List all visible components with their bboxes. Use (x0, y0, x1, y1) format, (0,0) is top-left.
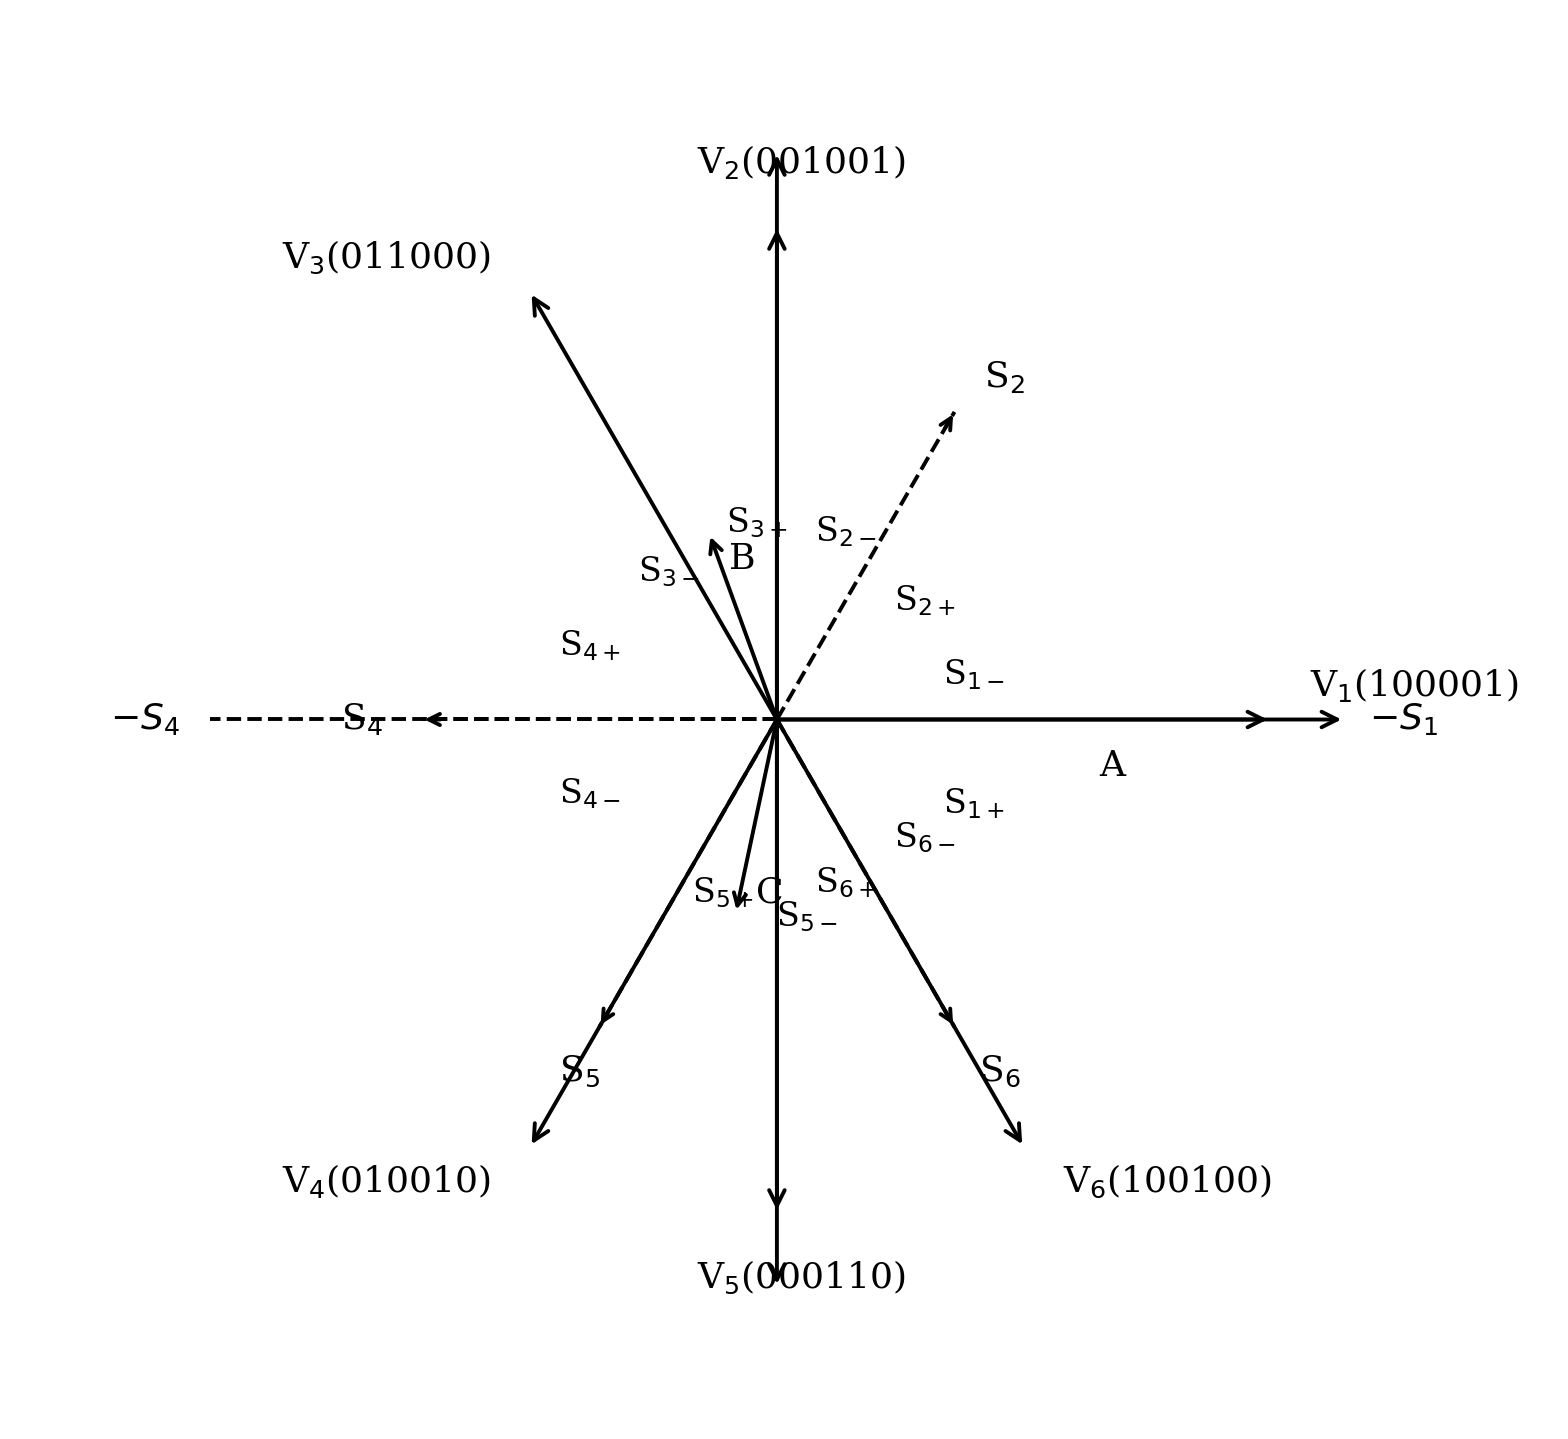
Text: S$_{5+}$: S$_{5+}$ (691, 875, 754, 909)
Text: V$_2$(001001): V$_2$(001001) (698, 142, 906, 181)
Text: S$_5$: S$_5$ (560, 1053, 601, 1089)
Text: S$_2$: S$_2$ (985, 360, 1025, 396)
Text: A: A (1099, 750, 1126, 783)
Text: $-S_1$: $-S_1$ (1369, 701, 1438, 738)
Text: $-S_4$: $-S_4$ (110, 701, 180, 738)
Text: S$_{3+}$: S$_{3+}$ (726, 505, 789, 540)
Text: B: B (729, 541, 756, 576)
Text: V$_4$(010010): V$_4$(010010) (282, 1163, 491, 1200)
Text: S$_{2-}$: S$_{2-}$ (815, 515, 877, 550)
Text: V$_5$(000110): V$_5$(000110) (698, 1258, 906, 1295)
Text: S$_{3-}$: S$_{3-}$ (638, 554, 699, 589)
Text: S$_{2+}$: S$_{2+}$ (894, 584, 956, 619)
Text: S$_{4+}$: S$_{4+}$ (558, 629, 621, 663)
Text: S$_{6+}$: S$_{6+}$ (815, 865, 877, 899)
Text: S$_6$: S$_6$ (978, 1053, 1021, 1089)
Text: S$_{4-}$: S$_{4-}$ (558, 776, 621, 810)
Text: S$_{5-}$: S$_{5-}$ (776, 899, 837, 934)
Text: S$_4$: S$_4$ (340, 701, 383, 738)
Text: C: C (756, 876, 784, 909)
Text: S$_{1-}$: S$_{1-}$ (944, 658, 1005, 692)
Text: V$_1$(100001): V$_1$(100001) (1309, 666, 1519, 704)
Text: V$_3$(011000): V$_3$(011000) (282, 239, 491, 276)
Text: V$_6$(100100): V$_6$(100100) (1063, 1163, 1272, 1200)
Text: S$_{6-}$: S$_{6-}$ (894, 820, 956, 855)
Text: S$_{1+}$: S$_{1+}$ (944, 786, 1005, 820)
